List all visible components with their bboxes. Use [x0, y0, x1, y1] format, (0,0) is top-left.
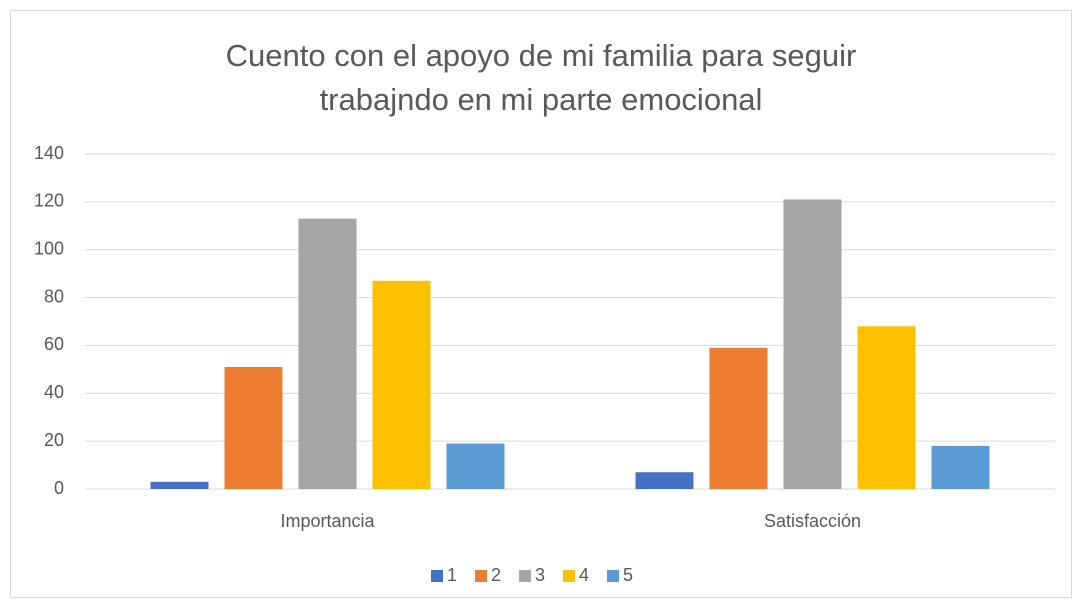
bar [372, 280, 431, 489]
legend-swatch [563, 570, 575, 582]
bar [150, 481, 209, 489]
legend-label: 5 [623, 565, 633, 585]
x-tick-label: Satisfacción [764, 511, 861, 531]
legend-swatch [431, 570, 443, 582]
chart-title: Cuento con el apoyo de mi familia para s… [226, 38, 857, 73]
bar [224, 366, 283, 489]
bar [931, 445, 990, 489]
y-tick-label: 80 [44, 286, 64, 306]
y-tick-label: 120 [34, 191, 64, 211]
legend-swatch [475, 570, 487, 582]
legend-swatch [519, 570, 531, 582]
legend-label: 2 [491, 565, 501, 585]
chart-border [10, 10, 1072, 598]
y-tick-label: 40 [44, 382, 64, 402]
bar [635, 472, 694, 489]
bar [446, 443, 505, 489]
legend-label: 1 [447, 565, 457, 585]
legend-label: 4 [579, 565, 589, 585]
legend-swatch [607, 570, 619, 582]
y-tick-label: 100 [34, 238, 64, 258]
y-tick-label: 20 [44, 430, 64, 450]
y-tick-label: 60 [44, 334, 64, 354]
bar [857, 326, 916, 489]
chart-title: trabajndo en mi parte emocional [320, 82, 763, 117]
legend-label: 3 [535, 565, 545, 585]
bar [709, 347, 768, 489]
bar [298, 218, 357, 489]
y-tick-label: 140 [34, 143, 64, 163]
x-tick-label: Importancia [280, 511, 375, 531]
bar [783, 199, 842, 489]
y-tick-label: 0 [54, 478, 64, 498]
